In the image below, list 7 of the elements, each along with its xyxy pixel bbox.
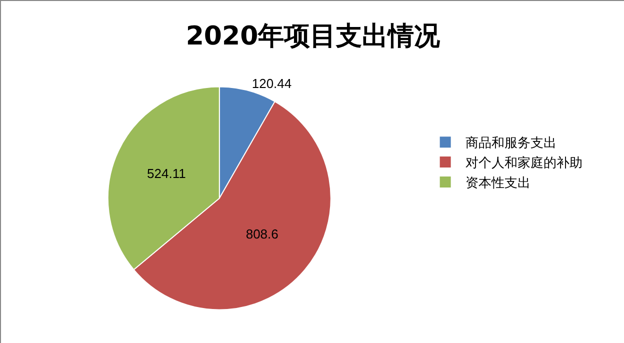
legend-label: 资本性支出 (465, 176, 530, 192)
chart-title: 2020年项目支出情况 (186, 21, 442, 52)
data-label: 120.44 (252, 76, 292, 92)
legend-label: 商品和服务支出 (465, 136, 556, 152)
data-label: 524.11 (147, 166, 186, 181)
legend-label: 对个人和家庭的补助 (465, 155, 582, 172)
data-label: 808.6 (246, 226, 278, 242)
